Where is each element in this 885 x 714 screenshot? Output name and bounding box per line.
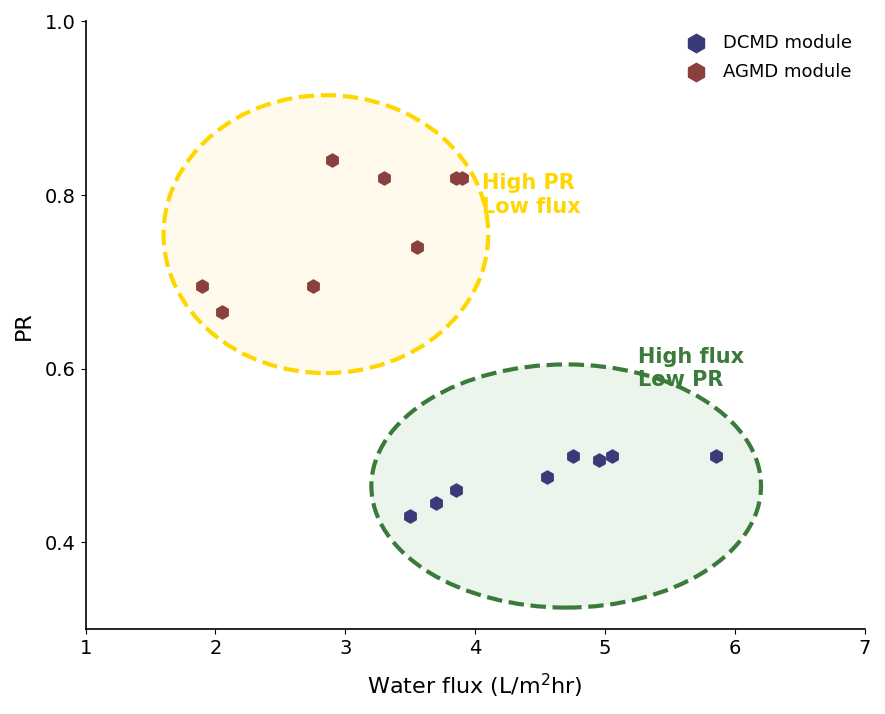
DCMD module xyxy=(429,498,443,509)
Text: High PR
Low flux: High PR Low flux xyxy=(481,174,581,216)
AGMD module xyxy=(410,241,424,253)
AGMD module xyxy=(196,281,210,292)
DCMD module xyxy=(566,450,580,461)
Legend: DCMD module, AGMD module: DCMD module, AGMD module xyxy=(671,27,859,88)
AGMD module xyxy=(215,306,229,318)
DCMD module xyxy=(709,450,723,461)
Y-axis label: PR: PR xyxy=(14,311,34,340)
AGMD module xyxy=(455,172,469,183)
DCMD module xyxy=(404,511,418,522)
DCMD module xyxy=(604,450,619,461)
DCMD module xyxy=(591,454,605,466)
DCMD module xyxy=(540,472,554,483)
DCMD module xyxy=(449,485,463,496)
Text: High flux
Low PR: High flux Low PR xyxy=(637,347,743,391)
Ellipse shape xyxy=(164,95,489,373)
AGMD module xyxy=(377,172,391,183)
X-axis label: Water flux (L/m$^2$hr): Water flux (L/m$^2$hr) xyxy=(367,672,583,700)
AGMD module xyxy=(326,155,340,166)
AGMD module xyxy=(306,281,320,292)
Ellipse shape xyxy=(372,364,761,608)
AGMD module xyxy=(449,172,463,183)
